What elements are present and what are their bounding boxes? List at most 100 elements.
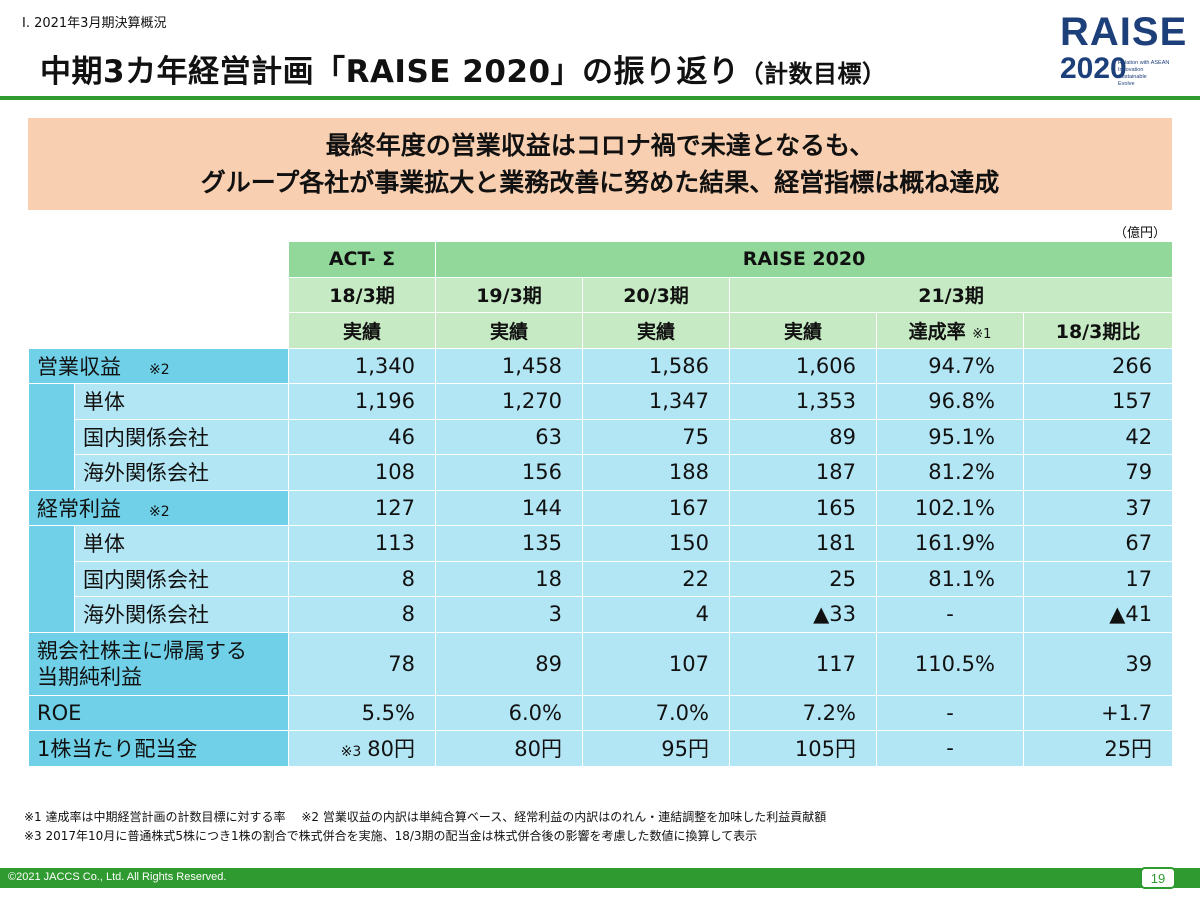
cell-value: 4 <box>582 596 730 633</box>
cell-value: 188 <box>582 454 730 491</box>
table-row: 国内関係会社 46 63 75 89 95.1% 42 <box>29 418 1174 455</box>
cell-value: - <box>876 730 1024 767</box>
cell-value: 25円 <box>1022 730 1174 767</box>
cell-value: 1,458 <box>435 347 583 384</box>
section-label: Ⅰ. 2021年3月期決算概況 <box>22 16 167 31</box>
cell-value: 181 <box>729 525 877 562</box>
cell-value: 266 <box>1022 347 1174 384</box>
header-row-periods: 18/3期 19/3期 20/3期 21/3期 <box>28 276 1174 313</box>
cell-value: 6.0% <box>435 694 583 731</box>
table-row: 1株当たり配当金 ※3 80円 80円 95円 105円 - 25円 <box>28 730 1174 767</box>
cell-value: 105円 <box>729 730 877 767</box>
cell-value: 102.1% <box>876 489 1024 526</box>
cell-value: 150 <box>582 525 730 562</box>
cell-value: 127 <box>288 489 436 526</box>
cell-value: 113 <box>288 525 436 562</box>
note-marker: ※2 <box>149 503 170 520</box>
cell-value: +1.7 <box>1022 694 1174 731</box>
page-number: 19 <box>1140 867 1176 889</box>
note-marker: ※1 <box>972 326 992 342</box>
cell-value: 1,586 <box>582 347 730 384</box>
cell-value: 37 <box>1022 489 1174 526</box>
cell-value: 80円 <box>435 730 583 767</box>
cell-value: 107 <box>582 631 730 696</box>
title-main: 中期3カ年経営計画「RAISE 2020」の振り返り <box>40 54 740 90</box>
footnote-line: ※3 2017年10月に普通株式5株につき1株の割合で株式併合を実施、18/3期… <box>24 829 758 843</box>
summary-banner: 最終年度の営業収益はコロナ禍で未達となるも、 グループ各社が事業拡大と業務改善に… <box>28 118 1172 210</box>
note-marker: ※2 <box>149 361 170 378</box>
table-row: 営業収益 ※2 1,340 1,458 1,586 1,606 94.7% 266 <box>28 347 1174 384</box>
col-actual-19: 実績 <box>435 312 583 349</box>
col-actual-21: 実績 <box>729 312 877 349</box>
cell-value: 39 <box>1022 631 1174 696</box>
cell-value: 187 <box>729 454 877 491</box>
row-label: 国内関係会社 <box>74 560 289 597</box>
col-actual-20: 実績 <box>582 312 730 349</box>
cell-value: 5.5% <box>288 694 436 731</box>
table-row: 海外関係会社 8 3 4 ▲33 - ▲41 <box>29 596 1174 633</box>
row-label: 営業収益 ※2 <box>28 347 289 384</box>
cell-value: 1,270 <box>435 383 583 420</box>
col-achievement-rate: 達成率 ※1 <box>876 312 1024 349</box>
row-label: 海外関係会社 <box>74 454 289 491</box>
cell-value: - <box>876 694 1024 731</box>
logo-text: RAISE <box>1060 10 1188 54</box>
period-20: 20/3期 <box>582 276 730 313</box>
col-vs-18: 18/3期比 <box>1022 312 1174 349</box>
cell-value: 8 <box>288 560 436 597</box>
cell-value: 42 <box>1022 418 1174 455</box>
row-label: 国内関係会社 <box>74 418 289 455</box>
group-raise: RAISE 2020 <box>434 241 1174 278</box>
cell-value: 81.2% <box>876 454 1024 491</box>
unit-label: （億円） <box>1113 226 1166 241</box>
footnote-line: ※1 達成率は中期経営計画の計数目標に対する率 ※2 営業収益の内訳は単純合算ベ… <box>24 810 827 824</box>
group-act: ACT- Σ <box>288 241 436 278</box>
cell-value: 135 <box>435 525 583 562</box>
cell-value: 94.7% <box>876 347 1024 384</box>
header-rule <box>0 96 1200 100</box>
row-label: ROE <box>28 694 289 731</box>
header-row-columns: 実績 実績 実績 実績 達成率 ※1 18/3期比 <box>28 312 1174 349</box>
cell-value: 3 <box>435 596 583 633</box>
cell-value: 89 <box>729 418 877 455</box>
cell-value: 46 <box>288 418 436 455</box>
cell-value: 108 <box>288 454 436 491</box>
cell-value: ▲41 <box>1022 596 1174 633</box>
period-19: 19/3期 <box>435 276 583 313</box>
cell-value: 79 <box>1022 454 1174 491</box>
table-row: 国内関係会社 8 18 22 25 81.1% 17 <box>29 560 1174 597</box>
row-label: 1株当たり配当金 <box>28 730 289 767</box>
copyright: ©2021 JACCS Co., Ltd. All Rights Reserve… <box>8 871 227 883</box>
table-row: ROE 5.5% 6.0% 7.0% 7.2% - +1.7 <box>28 694 1174 731</box>
cell-value: 165 <box>729 489 877 526</box>
cell-value: 17 <box>1022 560 1174 597</box>
cell-value: 110.5% <box>876 631 1024 696</box>
cell-value: 96.8% <box>876 383 1024 420</box>
title-sub: （計数目標） <box>739 60 887 88</box>
cell-value: 78 <box>288 631 436 696</box>
cell-value: 1,606 <box>729 347 877 384</box>
table-row: 経常利益 ※2 127 144 167 165 102.1% 37 <box>28 489 1174 526</box>
cell-value: 75 <box>582 418 730 455</box>
cell-value: 1,340 <box>288 347 436 384</box>
cell-value: 161.9% <box>876 525 1024 562</box>
row-label: 親会社株主に帰属する 当期純利益 <box>28 631 289 696</box>
cell-value: 157 <box>1022 383 1174 420</box>
raise-2020-logo: RAISE 2020 Relation with ASEAN Innovatio… <box>1060 10 1188 92</box>
cell-value: 1,353 <box>729 383 877 420</box>
cell-value: 1,196 <box>288 383 436 420</box>
cell-value: 8 <box>288 596 436 633</box>
table-row: 海外関係会社 108 156 188 187 81.2% 79 <box>29 454 1174 491</box>
logo-tagline: Relation with ASEAN Innovation Sustainab… <box>1118 60 1170 87</box>
page-title: 中期3カ年経営計画「RAISE 2020」の振り返り（計数目標） <box>40 46 887 91</box>
cell-value: 117 <box>729 631 877 696</box>
table-row: 単体 113 135 150 181 161.9% 67 <box>28 525 1174 633</box>
cell-value: 25 <box>729 560 877 597</box>
cell-value: 95円 <box>582 730 730 767</box>
cell-value: 95.1% <box>876 418 1024 455</box>
note-marker: ※3 <box>340 744 362 761</box>
cell-value: 7.2% <box>729 694 877 731</box>
table-row: 単体 1,196 1,270 1,347 1,353 96.8% 157 <box>28 383 1174 491</box>
logo-year: 2020 <box>1060 52 1127 85</box>
period-21: 21/3期 <box>728 276 1174 313</box>
